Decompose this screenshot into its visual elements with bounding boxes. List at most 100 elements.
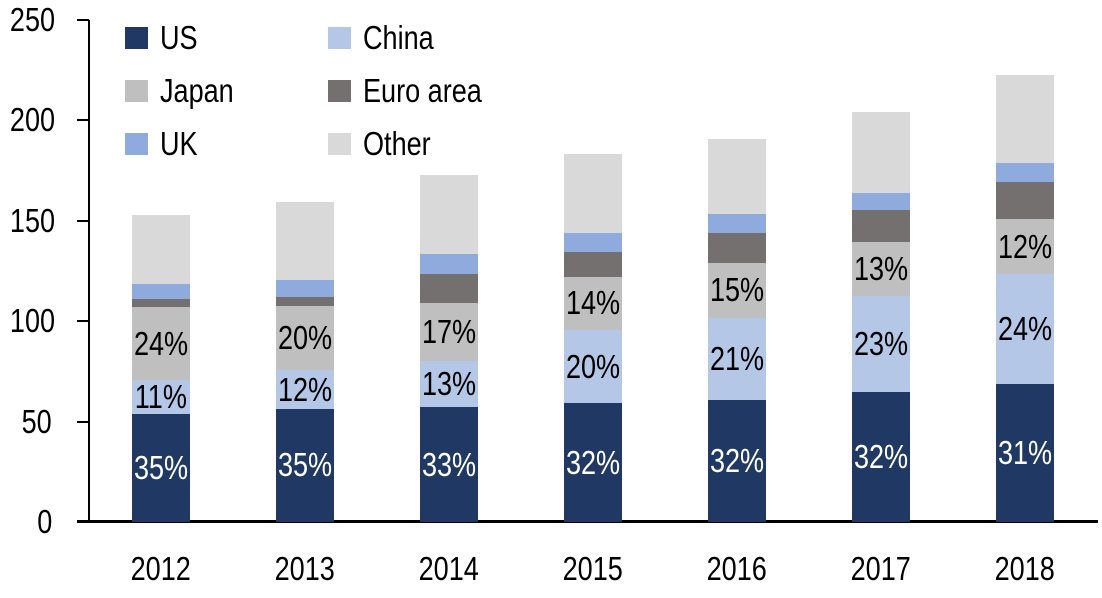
bar-percent-label: 33%	[421, 445, 477, 483]
bar-segment-japan: 17%	[420, 303, 478, 361]
bar-percent-label: 21%	[709, 339, 765, 377]
legend-item-uk: UK	[125, 125, 328, 162]
bar-segment-other	[708, 138, 766, 215]
legend-swatch-uk	[125, 133, 148, 155]
legend-item-other: Other	[328, 125, 508, 162]
bar-percent-label: 32%	[709, 441, 765, 479]
legend-swatch-euro-area	[328, 80, 351, 102]
y-tick-label: 150	[9, 201, 56, 239]
bar-segment-other	[996, 75, 1054, 163]
bar-segment-uk	[132, 284, 190, 300]
bar-segment-other	[132, 214, 190, 285]
bar-percent-label: 31%	[997, 433, 1053, 471]
bar-segment-china: 12%	[276, 370, 334, 409]
bar-segment-uk	[996, 163, 1054, 182]
bar-2017: 32% 23% 13%	[852, 112, 910, 522]
legend-swatch-china	[328, 27, 351, 49]
bar-segment-japan: 14%	[564, 277, 622, 330]
x-category-label: 2014	[418, 550, 480, 587]
bar-segment-other	[564, 153, 622, 234]
bar-segment-china: 23%	[852, 296, 910, 393]
bar-segment-euro-area	[708, 233, 766, 263]
bar-percent-label: 20%	[277, 319, 333, 357]
bar-2018: 31% 24% 12%	[996, 75, 1054, 522]
legend-label-other: Other	[363, 125, 431, 162]
bar-percent-label: 32%	[565, 443, 621, 481]
x-category-label: 2015	[562, 550, 624, 587]
bar-segment-uk	[852, 192, 910, 211]
legend-swatch-japan	[125, 80, 148, 102]
y-tick-mark	[77, 119, 89, 122]
bar-segment-japan: 15%	[708, 262, 766, 318]
legend-label-euro-area: Euro area	[363, 72, 482, 109]
bar-percent-label: 24%	[133, 324, 189, 362]
bar-segment-china: 11%	[132, 380, 190, 415]
bar-segment-euro-area	[996, 181, 1054, 220]
bar-percent-label: 17%	[421, 312, 477, 350]
y-tick-mark	[77, 420, 89, 423]
bar-segment-us: 32%	[708, 399, 766, 522]
bar-segment-china: 24%	[996, 273, 1054, 384]
bar-percent-label: 23%	[853, 325, 909, 363]
bar-segment-euro-area	[564, 251, 622, 278]
y-tick-label: 0	[36, 503, 52, 540]
legend-item-japan: Japan	[125, 74, 328, 107]
bar-percent-label: 24%	[997, 309, 1053, 347]
y-axis-line	[88, 20, 90, 523]
y-tick-label: 200	[9, 101, 56, 139]
bar-2016: 32% 21% 15%	[708, 138, 766, 522]
bar-2013: 35% 12% 20%	[276, 201, 334, 522]
legend-item-euro-area: Euro area	[328, 72, 508, 109]
bar-percent-label: 12%	[277, 370, 333, 408]
y-tick-label: 100	[9, 302, 56, 340]
bar-segment-euro-area	[420, 274, 478, 304]
bar-segment-uk	[420, 254, 478, 275]
bar-segment-japan: 13%	[852, 242, 910, 297]
bar-segment-us: 33%	[420, 407, 478, 522]
bar-segment-us: 32%	[852, 392, 910, 522]
x-category-label: 2018	[994, 550, 1056, 587]
bar-percent-label: 14%	[565, 284, 621, 322]
bar-percent-label: 35%	[277, 446, 333, 484]
bar-segment-other	[276, 201, 334, 281]
y-tick-label: 50	[21, 402, 52, 440]
legend-label-china: China	[363, 19, 434, 56]
bar-segment-uk	[564, 233, 622, 252]
bar-2014: 33% 13% 17%	[420, 174, 478, 522]
bar-percent-label: 20%	[565, 347, 621, 385]
bar-percent-label: 12%	[997, 227, 1053, 265]
bar-segment-china: 13%	[420, 360, 478, 408]
legend-item-china: China	[328, 19, 508, 56]
bar-percent-label: 15%	[709, 271, 765, 309]
x-category-label: 2012	[130, 550, 192, 587]
bar-segment-japan: 20%	[276, 306, 334, 371]
y-tick-label: 250	[9, 1, 56, 38]
bar-segment-euro-area	[276, 296, 334, 307]
y-tick-mark	[77, 19, 89, 21]
y-tick-mark	[77, 320, 89, 323]
chart-legend: US China Japan Euro area UK Other	[125, 19, 508, 162]
legend-label-uk: UK	[160, 125, 198, 162]
bar-percent-label: 32%	[853, 438, 909, 476]
y-tick-mark	[77, 521, 89, 523]
bar-2012: 35% 11% 24%	[132, 214, 190, 522]
bar-percent-label: 13%	[853, 250, 909, 288]
bar-segment-china: 21%	[708, 318, 766, 400]
x-category-label: 2017	[850, 550, 912, 587]
bar-segment-japan: 24%	[132, 306, 190, 381]
bar-2015: 32% 20% 14%	[564, 153, 622, 522]
legend-label-us: US	[160, 19, 198, 56]
bar-segment-other	[420, 174, 478, 255]
bar-segment-other	[852, 112, 910, 193]
bar-segment-euro-area	[132, 299, 190, 307]
bar-segment-china: 20%	[564, 329, 622, 404]
bar-percent-label: 13%	[421, 364, 477, 402]
legend-swatch-us	[125, 27, 148, 49]
x-category-label: 2016	[706, 550, 768, 587]
bar-segment-us: 35%	[276, 408, 334, 522]
bar-segment-japan: 12%	[996, 219, 1054, 274]
bar-segment-euro-area	[852, 210, 910, 243]
x-category-label: 2013	[274, 550, 336, 587]
bar-segment-uk	[708, 214, 766, 234]
bar-segment-us: 31%	[996, 383, 1054, 522]
